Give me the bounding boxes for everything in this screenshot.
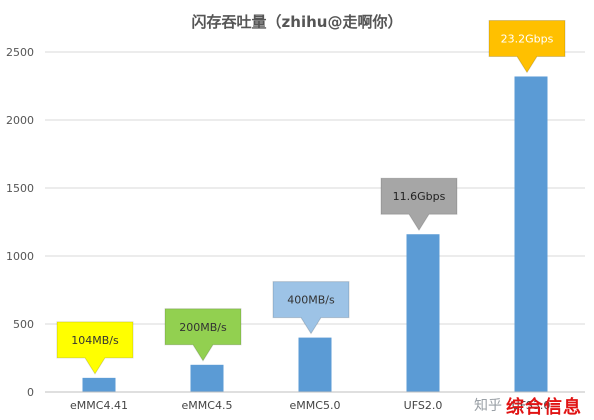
bars (82, 76, 548, 392)
bar (82, 377, 116, 392)
data-label: 104MB/s (71, 334, 119, 347)
x-axis-ticks: eMMC4.41 eMMC4.5 eMMC5.0 UFS2.0 UFS3.0 (70, 399, 550, 412)
gridlines (45, 51, 585, 325)
callout: 400MB/s (272, 281, 350, 335)
brand-watermark: 综合信息 (506, 397, 582, 418)
y-tick-label: 1500 (6, 182, 34, 195)
y-tick-label: 500 (13, 318, 34, 331)
callout: 200MB/s (164, 308, 242, 362)
x-tick-label: eMMC5.0 (290, 399, 341, 412)
y-tick-label: 2000 (6, 114, 34, 127)
callout: 11.6Gbps (380, 177, 458, 232)
callout-box (380, 177, 458, 232)
y-tick-label: 0 (27, 386, 34, 399)
bar (514, 76, 548, 392)
callout: 104MB/s (56, 321, 134, 375)
x-tick-label: eMMC4.5 (182, 399, 233, 412)
x-tick-label: UFS3.0 (512, 399, 551, 412)
zhihu-watermark: 知乎 (474, 398, 502, 414)
callout-box (164, 308, 242, 362)
callout-box (272, 281, 350, 335)
callouts: 104MB/s 200MB/s 400MB/s 11.6Gbps 23.2Gbps (56, 19, 566, 375)
x-tick-label: eMMC4.41 (70, 399, 128, 412)
bar (298, 337, 332, 392)
x-tick-label: UFS2.0 (404, 399, 443, 412)
bar (190, 364, 224, 392)
bar (406, 234, 440, 392)
data-label: 200MB/s (179, 321, 227, 334)
y-tick-label: 1000 (6, 250, 34, 263)
callout-box (488, 19, 566, 74)
callout-box (56, 321, 134, 375)
data-label: 11.6Gbps (393, 190, 446, 203)
data-label: 400MB/s (287, 294, 335, 307)
y-tick-label: 2500 (6, 46, 34, 59)
data-label: 23.2Gbps (501, 32, 554, 45)
callout: 23.2Gbps (488, 19, 566, 74)
y-axis-ticks: 0 500 1000 1500 2000 2500 (6, 46, 34, 399)
chart-title: 闪存吞吐量（zhihu@走啊你） (192, 13, 403, 31)
